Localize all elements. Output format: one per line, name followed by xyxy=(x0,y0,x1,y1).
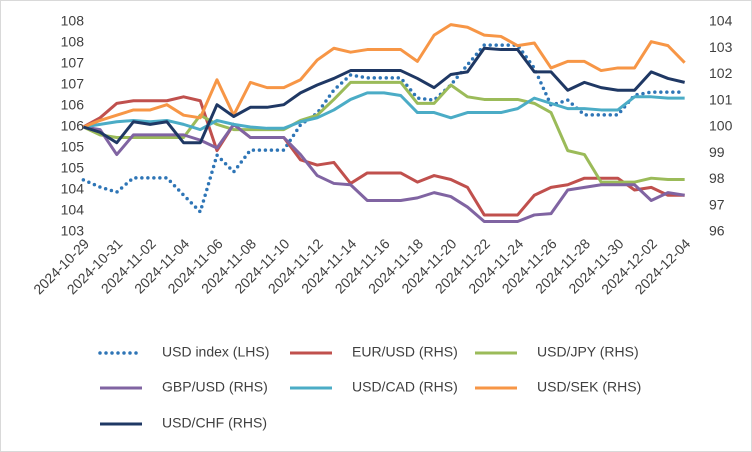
y2-tick-label: 101 xyxy=(709,91,733,107)
y-tick-label: 104 xyxy=(61,202,85,218)
y-tick-label: 106 xyxy=(61,118,85,134)
legend-label: GBP/USD (RHS) xyxy=(162,379,268,395)
y2-tick-label: 102 xyxy=(709,65,733,81)
y-tick-label: 107 xyxy=(61,76,85,92)
y2-tick-label: 97 xyxy=(709,196,725,212)
series-line xyxy=(83,122,685,223)
y2-tick-label: 100 xyxy=(709,118,733,134)
y2-tick-label: 98 xyxy=(709,170,725,186)
y2-tick-label: 99 xyxy=(709,144,725,160)
y-tick-label: 108 xyxy=(61,13,85,29)
series-line xyxy=(81,43,687,214)
y-tick-label: 105 xyxy=(61,160,85,176)
y-tick-label: 107 xyxy=(61,55,85,71)
series-line xyxy=(82,95,685,217)
legend-label: USD/SEK (RHS) xyxy=(537,379,641,395)
legend-label: USD/CHF (RHS) xyxy=(162,415,267,431)
series-line xyxy=(82,80,685,184)
y2-tick-label: 103 xyxy=(709,39,733,55)
y-tick-label: 106 xyxy=(61,97,85,113)
y2-tick-label: 96 xyxy=(709,223,725,239)
y-tick-label: 104 xyxy=(61,181,85,197)
legend-label: EUR/USD (RHS) xyxy=(352,344,458,360)
y-tick-label: 103 xyxy=(61,223,85,239)
series-line xyxy=(82,46,685,145)
legend-label: USD/CAD (RHS) xyxy=(352,379,458,395)
legend-label: USD/JPY (RHS) xyxy=(537,344,639,360)
series-line xyxy=(82,23,686,129)
y-tick-label: 105 xyxy=(61,139,85,155)
y-tick-label: 108 xyxy=(61,34,85,50)
legend-label: USD index (LHS) xyxy=(162,344,269,360)
series-line xyxy=(83,91,685,132)
y2-tick-label: 104 xyxy=(709,13,733,29)
